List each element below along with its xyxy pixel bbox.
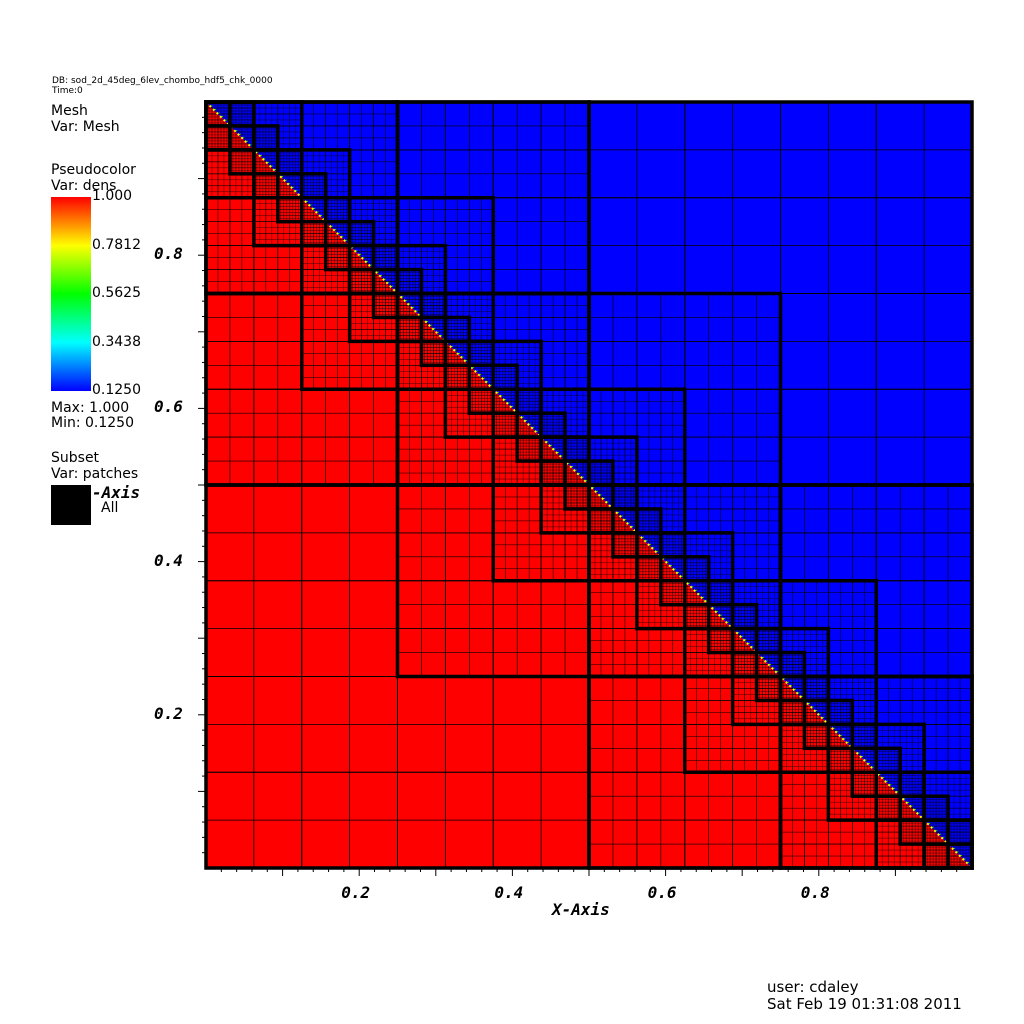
x-axis-title: X-Axis (552, 900, 610, 919)
colorbar-label: 0.7812 (92, 236, 141, 253)
colorbar-label: 0.3438 (92, 333, 141, 350)
subset-legend-title: Subset (51, 450, 100, 466)
subset-swatch-label: -Axis (92, 483, 141, 502)
date-label: Sat Feb 19 01:31:08 2011 (767, 995, 962, 1013)
patch-boundary (683, 555, 711, 583)
patch-boundary (443, 315, 472, 344)
y-tick-label: 0.6 (154, 397, 183, 417)
y-tick-label: 0.8 (154, 244, 183, 264)
patch-boundary (491, 363, 519, 391)
colorbar (51, 197, 91, 391)
min-value: Min: 0.1250 (51, 415, 134, 431)
x-tick-label: 0.6 (647, 883, 677, 902)
x-tick-label: 0.2 (341, 883, 371, 902)
patch-boundary (300, 172, 328, 200)
mesh-legend-var: Var: Mesh (51, 119, 120, 135)
subset-swatch (51, 485, 91, 525)
patch-boundary (539, 411, 567, 439)
patch-boundary (826, 698, 855, 727)
x-tick-label: 0.4 (494, 883, 524, 902)
subset-legend-var: Var: patches (51, 466, 139, 482)
x-tick-label: 0.8 (800, 883, 830, 902)
patch-boundary (922, 794, 950, 822)
patch-boundary (778, 650, 807, 679)
patch-boundary (635, 507, 663, 535)
max-value: Max: 1.000 (51, 400, 130, 416)
patch-boundary (730, 602, 759, 631)
db-name: DB: sod_2d_45deg_6lev_chombo_hdf5_chk_00… (52, 76, 273, 86)
patch-boundary (395, 267, 424, 296)
patch-boundary (587, 459, 615, 487)
subset-item-all: All (101, 500, 119, 516)
colorbar-label: 0.1250 (92, 382, 141, 398)
patch-boundary (347, 219, 376, 248)
user-label: user: cdaley (767, 978, 859, 996)
y-tick-label: 0.4 (154, 550, 183, 570)
y-tick-label: 0.2 (154, 703, 183, 723)
colorbar-label: 1.000 (92, 188, 133, 204)
patch-boundary (874, 746, 902, 774)
pseudocolor-legend-var: Var: dens (51, 178, 117, 194)
patch-boundary (252, 124, 280, 152)
mesh-legend-title: Mesh (51, 103, 88, 119)
pseudocolor-legend-title: Pseudocolor (51, 162, 136, 178)
colorbar-label: 0.5625 (92, 285, 141, 301)
time-label: Time:0 (52, 86, 83, 96)
